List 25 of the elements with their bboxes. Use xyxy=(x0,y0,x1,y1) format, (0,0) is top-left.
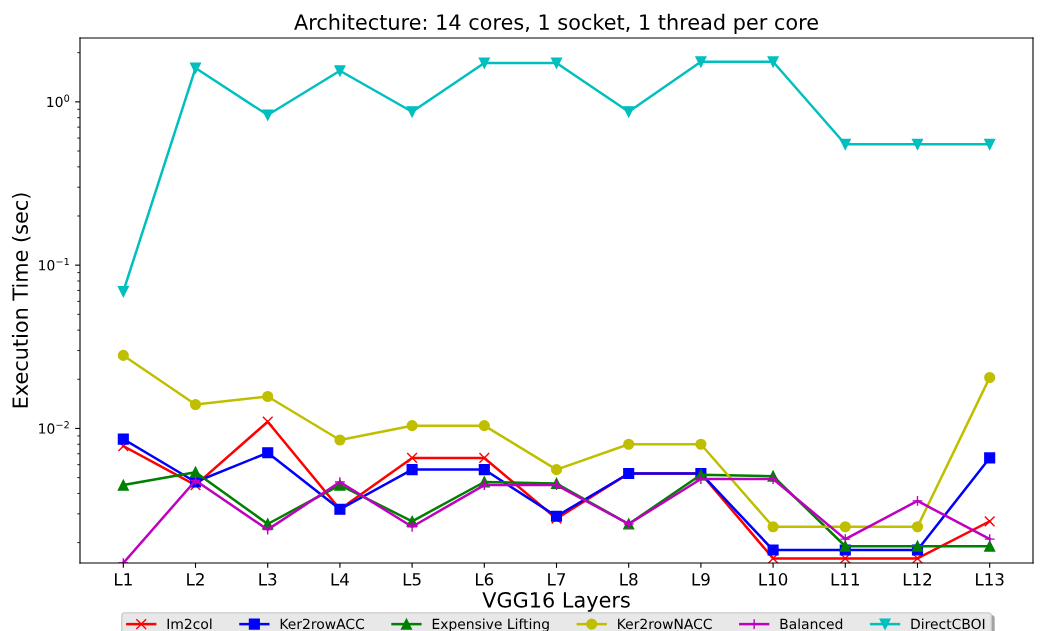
x-tick-label: L7 xyxy=(548,573,566,586)
x-tick-label: L11 xyxy=(831,573,859,586)
x-axis-title: VGG16 Layers xyxy=(482,592,630,612)
legend-label: DirectCBOI xyxy=(911,618,985,630)
legend-label: Balanced xyxy=(780,618,843,630)
x-tick-label: L2 xyxy=(187,573,204,586)
chart-title: Architecture: 14 cores, 1 socket, 1 thread per core xyxy=(294,13,818,34)
x-tick-label: L13 xyxy=(976,573,1004,586)
x-tick-label: L8 xyxy=(620,573,638,586)
x-tick-label: L5 xyxy=(403,573,421,586)
x-tick-label: L4 xyxy=(331,573,349,586)
x-tick-label: L12 xyxy=(903,573,932,586)
legend-label: Ker2rowACC xyxy=(280,618,365,630)
y-tick-label: 10$^{0}$ xyxy=(47,94,70,108)
x-tick-label: L1 xyxy=(115,573,132,586)
x-tick-label: L6 xyxy=(475,573,494,586)
y-tick-label: 10$^{−1}$ xyxy=(39,257,69,271)
legend-label: Ker2rowNACC xyxy=(618,618,712,630)
legend-label: Expensive Lifting xyxy=(432,618,549,631)
y-axis-title: Execution Time (sec) xyxy=(11,193,31,408)
x-tick-label: L9 xyxy=(692,573,710,586)
y-tick-label: 10$^{−2}$ xyxy=(39,421,69,434)
x-tick-label: L3 xyxy=(259,573,277,586)
x-tick-label: L10 xyxy=(759,573,788,586)
legend-label: Im2col xyxy=(167,618,212,630)
